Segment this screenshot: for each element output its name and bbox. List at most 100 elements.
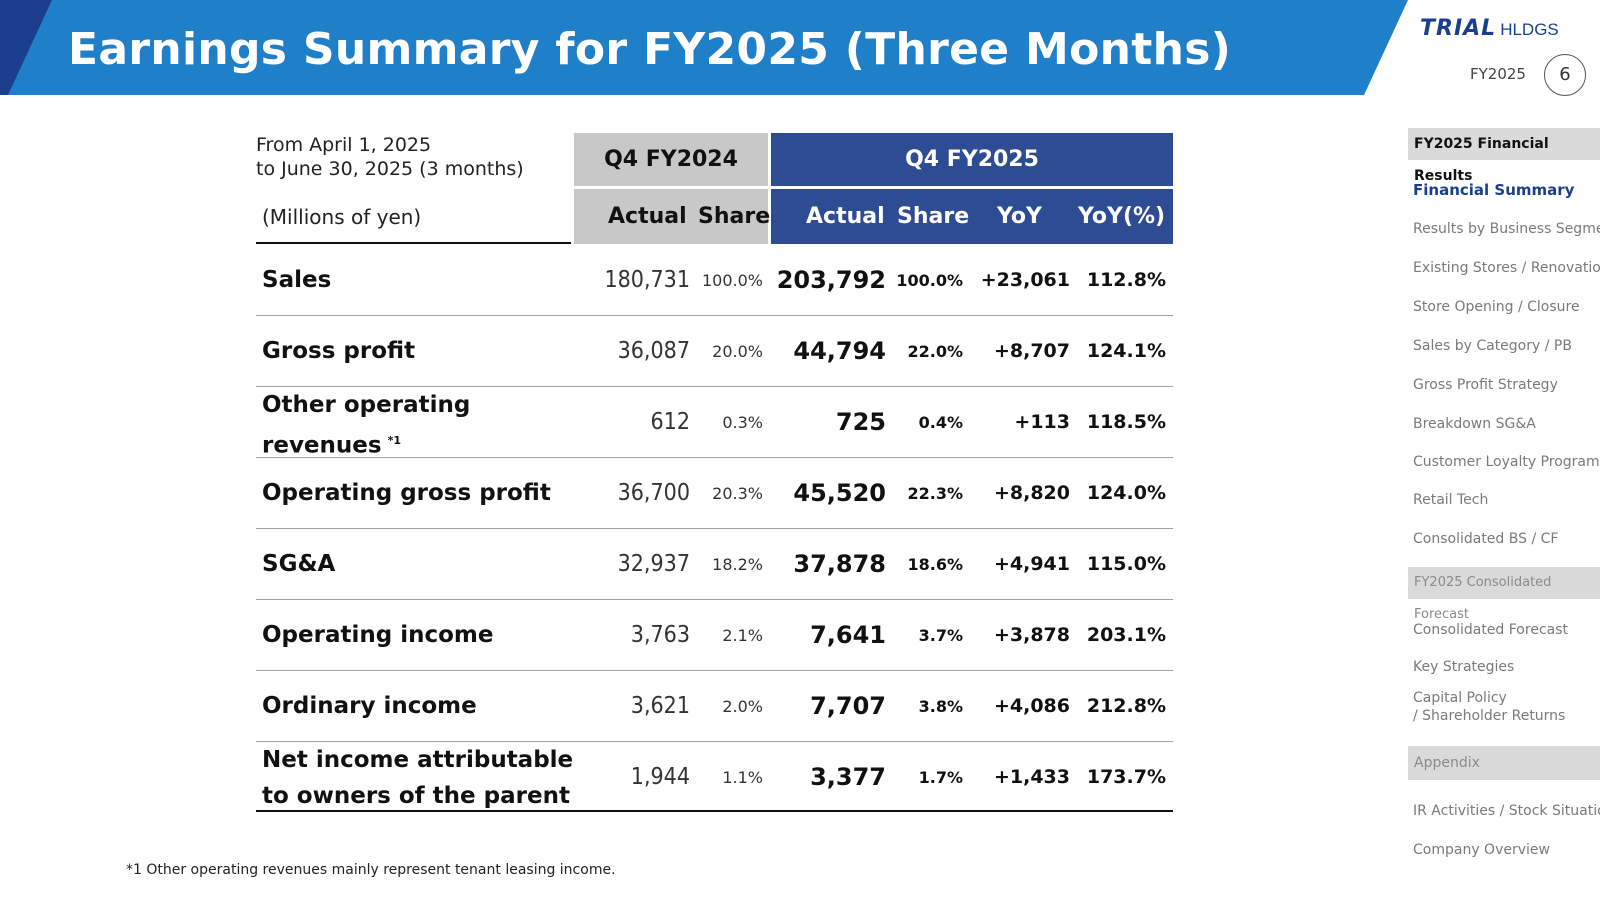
period-line2: to June 30, 2025 (3 months) (256, 158, 524, 180)
cell-cur-actual: 7,707 (810, 692, 886, 720)
cell-cur-share: 3.8% (918, 697, 963, 716)
cell-yoy: +113 (1014, 411, 1070, 433)
cell-prev-actual: 32,937 (617, 551, 690, 577)
cell-yoy-pct: 118.5% (1086, 411, 1166, 433)
cell-cur-share: 3.7% (918, 626, 963, 645)
cell-cur-share: 18.6% (907, 555, 963, 574)
nav-item[interactable]: Customer Loyalty Program (1413, 454, 1600, 470)
nav-item-active[interactable]: Financial Summary (1413, 181, 1575, 199)
company-logo: TRIAL HLDGS (1420, 16, 1559, 41)
group-header-prev: Q4 FY2024 (574, 133, 768, 186)
cell-cur-actual: 7,641 (810, 621, 886, 649)
logo-brand: TRIAL (1420, 16, 1497, 41)
row-label: Operating income (262, 617, 493, 653)
cell-prev-actual: 1,944 (630, 764, 690, 790)
cell-prev-share: 18.2% (712, 555, 763, 574)
col-prev-share: Share (698, 204, 771, 229)
row-label-line1: Sales (262, 267, 332, 293)
logo-suffix: HLDGS (1500, 20, 1559, 39)
table-row: SG&A 32,937 18.2% 37,878 18.6% +4,941 115.0% (256, 529, 1173, 600)
nav-item[interactable]: Key Strategies (1413, 659, 1515, 675)
cell-yoy: +23,061 (980, 269, 1070, 291)
row-label-line2-text: to owners of the parent (262, 783, 570, 809)
row-label: SG&A (262, 546, 335, 582)
row-divider (256, 457, 1173, 458)
row-divider (256, 810, 1173, 812)
cell-yoy-pct: 124.1% (1086, 340, 1166, 362)
row-divider (256, 599, 1173, 600)
nav-item[interactable]: Consolidated BS / CF (1413, 531, 1559, 547)
cell-cur-share: 22.3% (907, 484, 963, 503)
cell-yoy: +4,086 (993, 695, 1070, 717)
cell-yoy: +4,941 (993, 553, 1070, 575)
cell-cur-share: 1.7% (918, 768, 963, 787)
cell-prev-actual: 36,087 (617, 338, 690, 364)
table-row: Ordinary income 3,621 2.0% 7,707 3.8% +4,086 2… (256, 671, 1173, 742)
row-divider (256, 386, 1173, 387)
page-title: Earnings Summary for FY2025 (Three Month… (68, 24, 1232, 75)
nav-section-header[interactable]: Appendix (1408, 746, 1600, 780)
cell-cur-actual: 203,792 (776, 266, 886, 294)
col-yoy: YoY (997, 204, 1042, 229)
cell-prev-share: 2.0% (722, 697, 763, 716)
cell-prev-share: 0.3% (722, 413, 763, 432)
cell-yoy-pct: 124.0% (1086, 482, 1166, 504)
cell-prev-share: 2.1% (722, 626, 763, 645)
nav-item[interactable]: Company Overview (1413, 842, 1550, 858)
cell-prev-share: 20.0% (712, 342, 763, 361)
cell-yoy: +8,707 (993, 340, 1070, 362)
nav-section-header[interactable]: FY2025 Financial Results (1408, 128, 1600, 184)
cell-yoy-pct: 173.7% (1086, 766, 1166, 788)
nav-item[interactable]: Sales by Category / PB (1413, 338, 1572, 354)
cell-prev-actual: 3,763 (630, 622, 690, 648)
table-row: Operating income 3,763 2.1% 7,641 3.7% +3,878… (256, 600, 1173, 671)
group-curr-label: Q4 FY2025 (905, 147, 1039, 172)
row-divider (256, 315, 1173, 316)
header-divider (256, 242, 571, 244)
row-label-line1: Operating income (262, 622, 494, 648)
row-label-line2: to owners of the parent (262, 778, 573, 814)
banner-shape (0, 0, 1408, 95)
cell-yoy-pct: 115.0% (1086, 553, 1166, 575)
row-label-line1: Net income attributable (262, 747, 574, 773)
cell-cur-actual: 37,878 (793, 550, 886, 578)
group-prev-label: Q4 FY2024 (604, 147, 738, 172)
cell-yoy: +1,433 (993, 766, 1070, 788)
row-label-line1: Operating gross profit (262, 480, 551, 506)
nav-item[interactable]: Breakdown SG&A (1413, 416, 1536, 432)
nav-item[interactable]: Consolidated Forecast (1413, 622, 1568, 638)
nav-item[interactable]: Results by Business Segment (1413, 221, 1600, 237)
nav-item[interactable]: IR Activities / Stock Situation (1413, 803, 1600, 819)
cell-yoy-pct: 112.8% (1086, 269, 1166, 291)
cell-cur-actual: 725 (835, 408, 886, 436)
fiscal-year-label: FY2025 (1470, 65, 1526, 83)
table-row: Net income attributable to owners of the … (256, 742, 1173, 813)
row-label-line2: revenues *1 (262, 423, 470, 464)
cell-prev-actual: 3,621 (630, 693, 690, 719)
footnote: *1 Other operating revenues mainly repre… (126, 862, 616, 878)
cell-cur-actual: 45,520 (793, 479, 886, 507)
row-divider (256, 670, 1173, 671)
nav-item[interactable]: Retail Tech (1413, 492, 1489, 508)
subheader-curr: Actual Share YoY YoY(%) (771, 189, 1173, 244)
cell-prev-share: 1.1% (722, 768, 763, 787)
cell-cur-share: 22.0% (907, 342, 963, 361)
nav-section-header[interactable]: FY2025 Consolidated Forecast (1408, 567, 1600, 622)
nav-item[interactable]: Store Opening / Closure (1413, 299, 1580, 315)
cell-yoy: +8,820 (993, 482, 1070, 504)
nav-item[interactable]: Gross Profit Strategy (1413, 377, 1558, 393)
nav-item[interactable]: Capital Policy (1413, 690, 1507, 706)
cell-cur-actual: 44,794 (793, 337, 886, 365)
header-banner (0, 0, 1600, 95)
nav-item[interactable]: / Shareholder Returns (1413, 708, 1566, 724)
footnote-marker: *1 (387, 434, 401, 447)
table-row: Gross profit 36,087 20.0% 44,794 22.0% +8,707… (256, 316, 1173, 387)
table-row: Operating gross profit 36,700 20.3% 45,520 2… (256, 458, 1173, 529)
nav-item[interactable]: Existing Stores / Renovation (1413, 260, 1600, 276)
table-row: Other operating revenues *1 612 0.3% 725 0.4% +… (256, 387, 1173, 459)
cell-prev-actual: 36,700 (617, 480, 690, 506)
cell-prev-actual: 180,731 (604, 267, 690, 293)
row-label: Operating gross profit (262, 475, 551, 511)
page-number-badge: 6 (1544, 54, 1586, 96)
row-label: Other operating revenues *1 (262, 387, 470, 464)
